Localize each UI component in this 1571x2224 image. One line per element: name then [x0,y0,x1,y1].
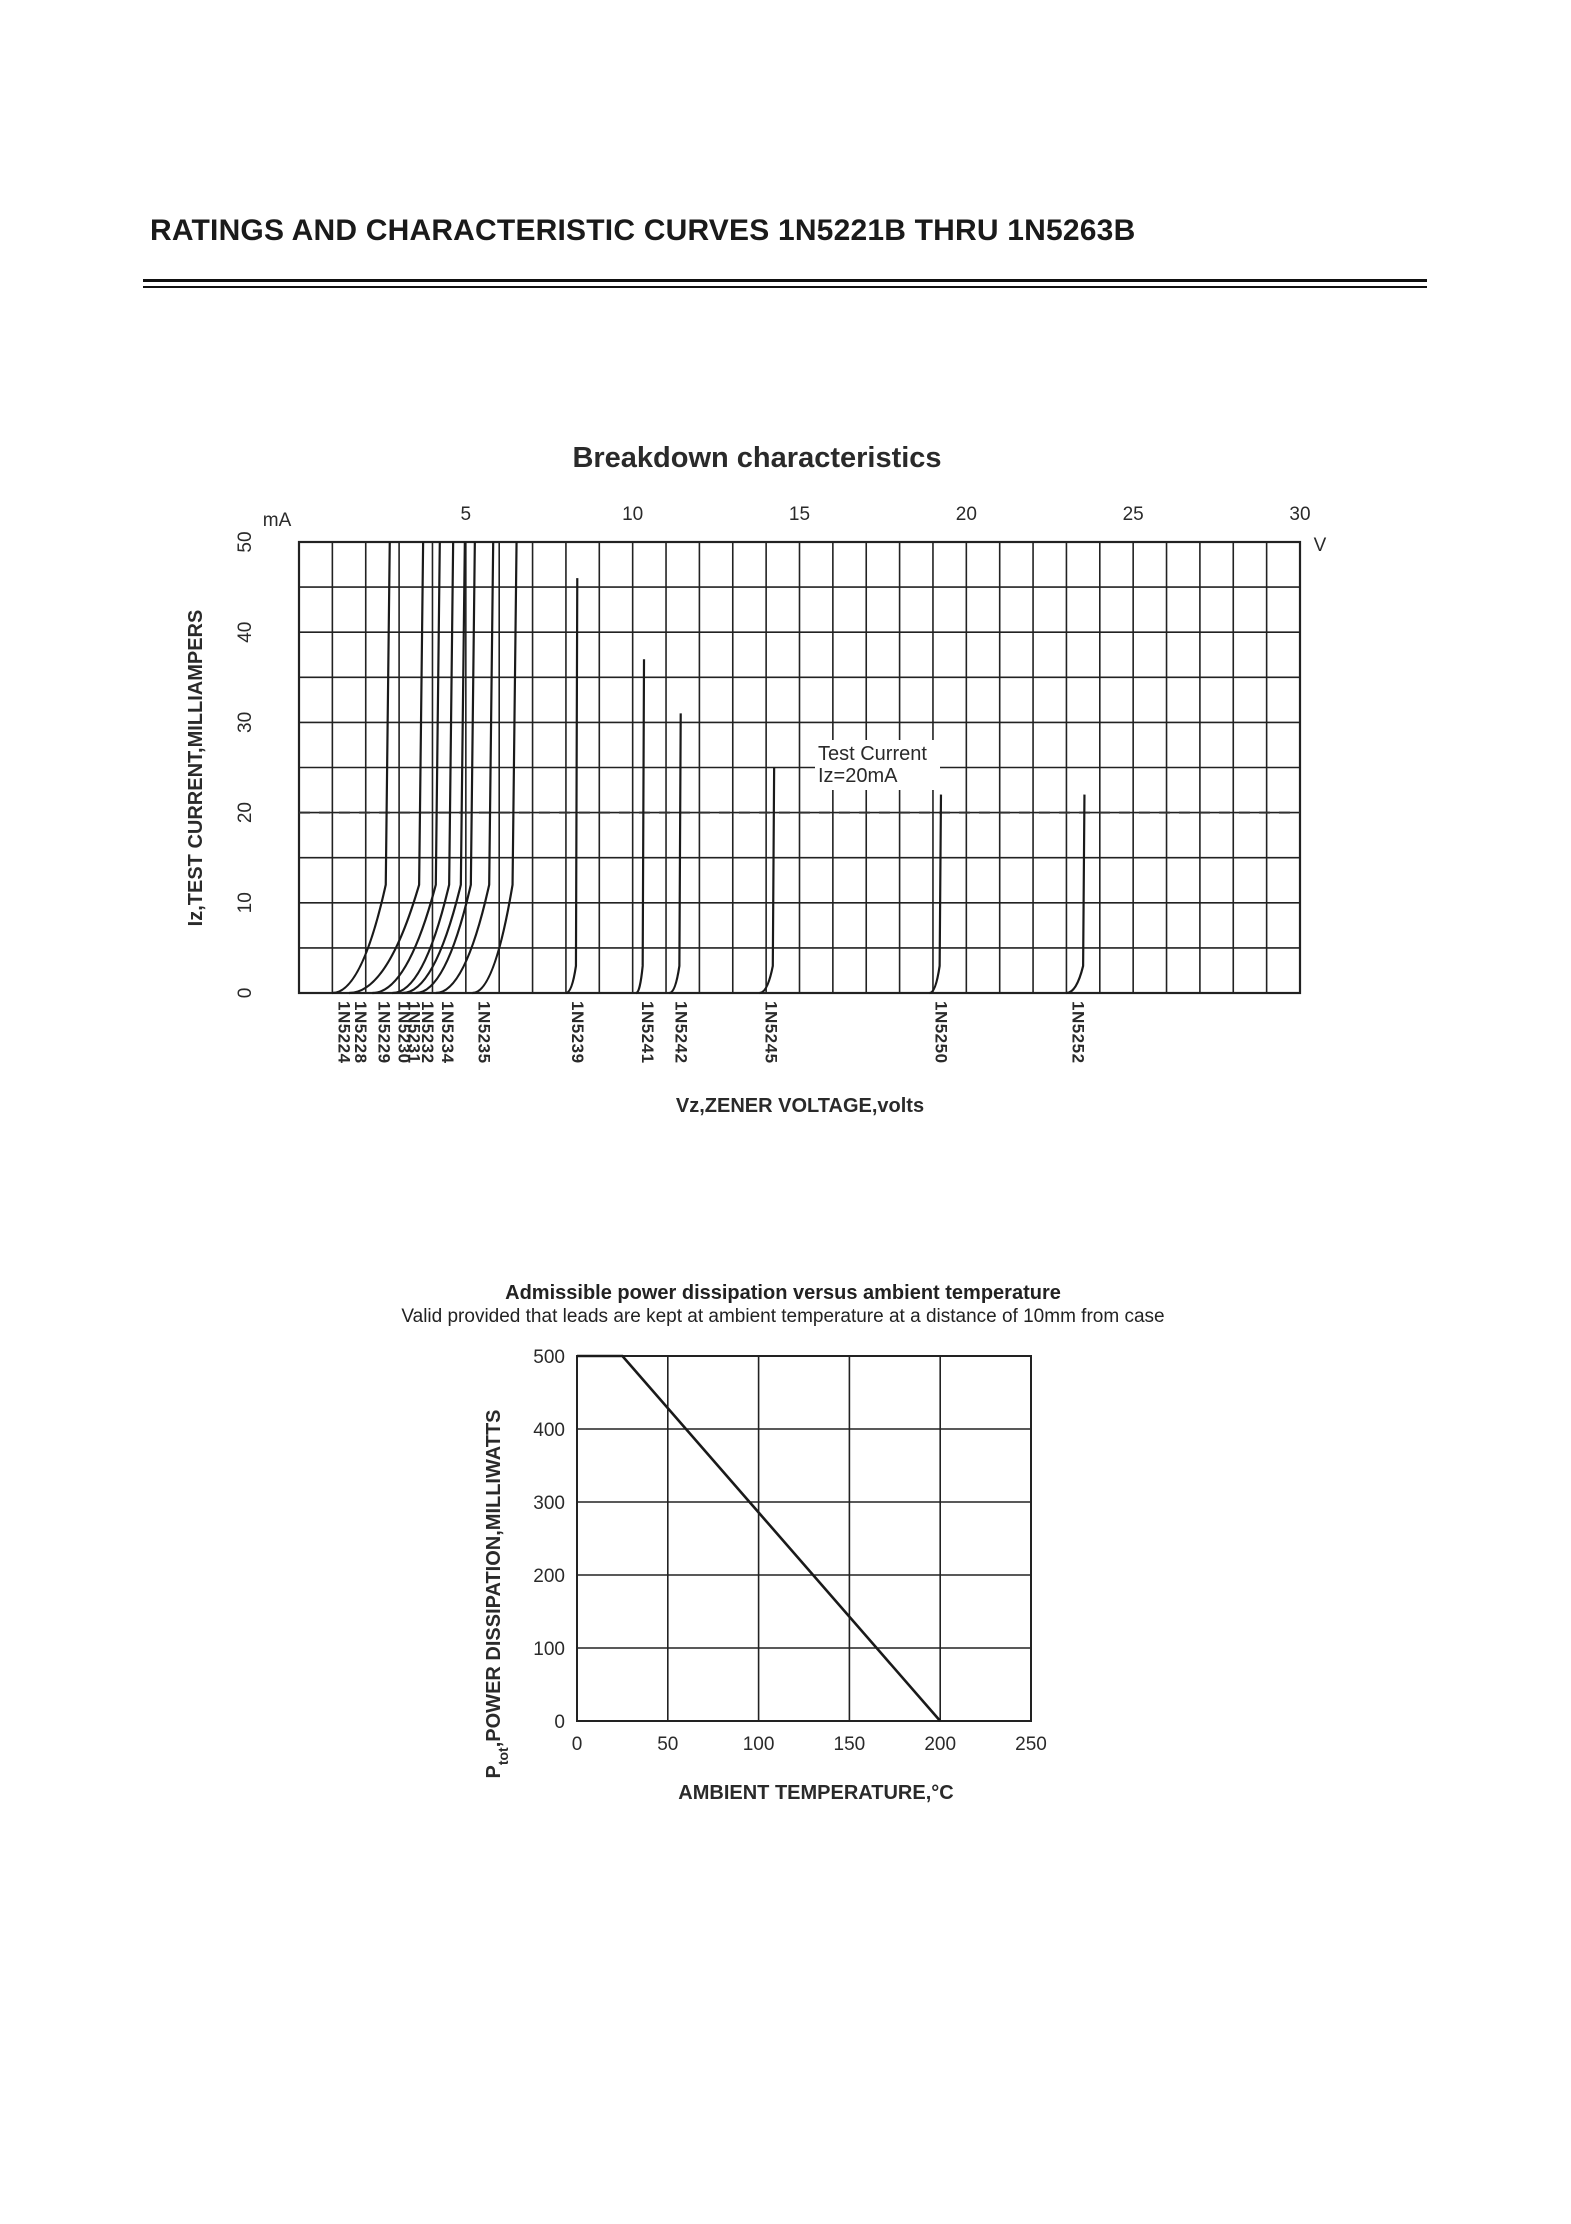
chart1-y-tick-label: 30 [235,712,256,733]
page-title: RATINGS AND CHARACTERISTIC CURVES 1N5221… [150,214,1136,247]
test-current-label-bg [815,740,940,790]
device-label: 1N5231 [404,1001,423,1064]
zener-curve [402,541,466,995]
zener-curve [372,541,441,995]
zener-curve [415,541,476,995]
chart2-x-tick-label: 100 [743,1734,775,1755]
device-label: 1N5229 [374,1001,393,1064]
chart1-y-axis-label: Iz,TEST CURRENT,MILLIAMPERS [185,610,207,927]
chart2-frame [576,1355,1032,1722]
chart2-y-tick-label: 200 [533,1566,565,1587]
chart2-y-tick-label: 300 [533,1493,565,1514]
device-label: 1N5230 [394,1001,413,1064]
chart1-y-tick-label: 20 [235,802,256,823]
chart2-x-tick-label: 50 [657,1734,678,1755]
chart2-y-label-rest: ,POWER DISSIPATION,MILLIWATTS [483,1410,505,1748]
chart1-x-tick-label: 25 [1123,504,1144,525]
chart1-x-axis-label: Vz,ZENER VOLTAGE,volts [676,1095,924,1117]
chart1-y-unit: mA [263,510,292,531]
device-label: 1N5241 [638,1001,657,1064]
chart2-x-tick-label: 0 [572,1734,583,1755]
test-current-label-line1: Test Current [818,743,927,765]
derating-curve [577,1354,942,1722]
zener-curve [565,578,579,995]
chart2-y-tick-label: 0 [554,1712,565,1733]
chart2-y-label-sub: tot [495,1747,511,1765]
zener-curve [348,541,425,995]
device-label: 1N5235 [475,1001,494,1064]
device-label: 1N5232 [418,1001,437,1064]
chart1-x-unit: V [1314,535,1327,556]
chart1-x-tick-label: 15 [789,504,810,525]
chart1-y-tick-label: 40 [235,622,256,643]
zener-curve [669,713,682,995]
chart1-y-tick-label: 50 [235,531,256,552]
zener-curve [332,541,391,995]
chart1-y-tick-label: 0 [235,988,256,999]
device-label: 1N5245 [761,1001,780,1064]
title-rule-bottom [143,286,1427,288]
chart2-y-tick-label: 100 [533,1639,565,1660]
device-label: 1N5242 [671,1001,690,1064]
device-label: 1N5224 [334,1001,353,1064]
chart2-x-tick-label: 250 [1015,1734,1047,1755]
chart2-ticks: 0 50 100 150 200 250 0 100 200 300 400 500 [533,1347,1047,1755]
test-current-label-line2: Iz=20mA [818,765,898,787]
chart1-x-tick-label: 30 [1289,504,1310,525]
chart1-title: Breakdown characteristics [572,442,941,474]
chart1-x-tick-label: 5 [461,504,472,525]
zener-curve [635,659,646,995]
chart2-x-tick-label: 150 [834,1734,866,1755]
chart1-x-tick-label: 10 [622,504,643,525]
chart1-ticks: 5 10 15 20 25 30 0 10 20 30 40 50 [235,504,1311,998]
device-label: 1N5234 [438,1001,457,1064]
zener-curve [1066,794,1086,995]
chart2-x-axis-label: AMBIENT TEMPERATURE,°C [678,1782,953,1804]
chart2-y-label-main: P [483,1765,505,1778]
device-label: 1N5239 [568,1001,587,1064]
zener-curve [929,794,943,995]
chart1-y-tick-label: 10 [235,892,256,913]
chart2-y-tick-label: 400 [533,1420,565,1441]
zener-curve [392,541,455,995]
chart2-title: Admissible power dissipation versus ambi… [505,1282,1061,1304]
chart1-curves [332,541,1086,995]
device-label: 1N5252 [1068,1001,1087,1064]
zener-curve [472,541,518,995]
chart2-grid [576,1355,1032,1722]
zener-curve [435,541,495,995]
chart1-x-tick-label: 20 [956,504,977,525]
device-label: 1N5250 [932,1001,951,1064]
chart2-x-tick-label: 200 [924,1734,956,1755]
chart2-derating-line [577,1354,942,1722]
chart2-y-axis-label: Ptot,POWER DISSIPATION,MILLIWATTS [483,1410,511,1779]
chart2-y-tick-label: 500 [533,1347,565,1368]
chart2-subtitle: Valid provided that leads are kept at am… [401,1306,1164,1327]
zener-curve [759,767,776,995]
title-rule-top [143,279,1427,282]
device-label: 1N5228 [351,1001,370,1064]
breakdown-characteristics-chart: Breakdown characteristics mA V Vz,ZENER … [185,442,1327,1117]
chart1-frame [297,540,1302,995]
